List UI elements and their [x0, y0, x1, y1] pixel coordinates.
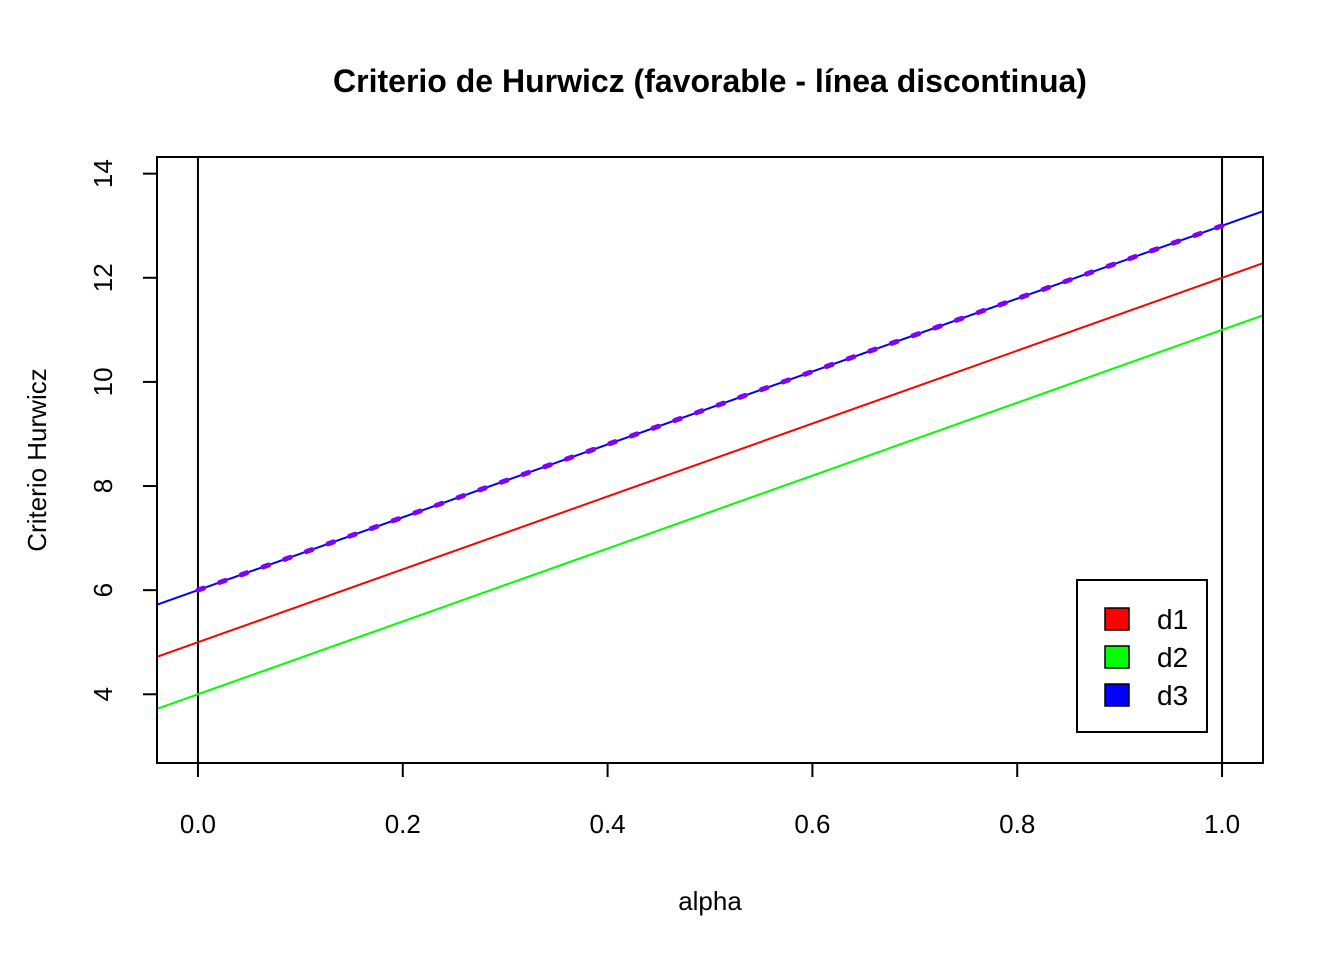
legend-swatch-d2 — [1104, 645, 1130, 669]
legend-label-d1: d1 — [1157, 604, 1188, 635]
y-axis: 4 6 8 10 12 14 — [88, 159, 157, 702]
plot-lines — [157, 157, 1263, 763]
series-line-d3 — [157, 210, 1263, 606]
x-tick-label: 0.4 — [590, 809, 626, 839]
y-tick-label: 10 — [88, 367, 118, 396]
chart-title: Criterio de Hurwicz (favorable - línea d… — [333, 63, 1087, 99]
x-tick-label: 0.0 — [180, 809, 216, 839]
x-axis: 0.0 0.2 0.4 0.6 0.8 1.0 — [180, 763, 1240, 839]
x-tick-label: 1.0 — [1204, 809, 1240, 839]
legend-label-d3: d3 — [1157, 680, 1188, 711]
favorable-dashed-line — [195, 223, 1225, 593]
plot-frame — [156, 156, 1264, 764]
series-line-d2 — [157, 314, 1263, 710]
y-tick-label: 4 — [88, 687, 118, 701]
legend: d1 d2 d3 — [1076, 579, 1208, 733]
legend-swatch-d1 — [1104, 607, 1130, 631]
y-tick-label: 8 — [88, 479, 118, 493]
x-tick-label: 0.2 — [385, 809, 421, 839]
x-tick-label: 0.6 — [794, 809, 830, 839]
y-tick-label: 6 — [88, 583, 118, 597]
x-tick-label: 0.8 — [999, 809, 1035, 839]
legend-box — [1076, 579, 1208, 733]
y-axis-label: Criterio Hurwicz — [22, 368, 52, 551]
x-axis-label: alpha — [678, 886, 742, 916]
series-line-d1 — [157, 262, 1263, 658]
y-tick-label: 14 — [88, 159, 118, 188]
legend-label-d2: d2 — [1157, 642, 1188, 673]
y-tick-label: 12 — [88, 263, 118, 292]
legend-swatch-d3 — [1104, 683, 1130, 707]
